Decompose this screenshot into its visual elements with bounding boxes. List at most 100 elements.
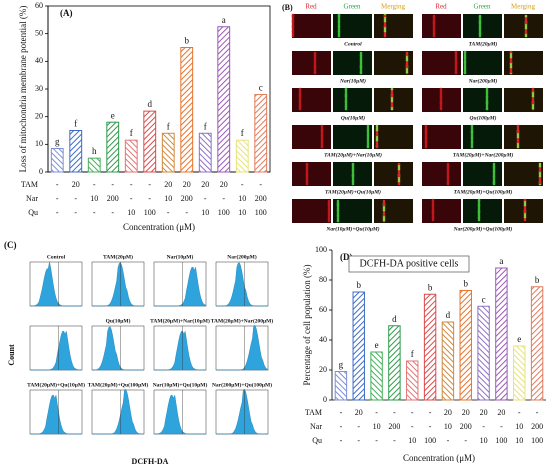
cell — [383, 14, 387, 18]
cell — [390, 90, 394, 94]
micrograph — [374, 125, 413, 149]
cell — [439, 97, 443, 101]
cell — [375, 133, 379, 137]
cell — [446, 174, 450, 178]
micrograph — [333, 88, 372, 112]
cell — [327, 213, 331, 217]
bar — [106, 121, 120, 173]
cell — [382, 208, 386, 212]
cell — [327, 216, 331, 220]
image-caption: Nar(200μM)+Qu(100μM) — [453, 225, 513, 232]
cell — [375, 145, 379, 149]
y-tick-label: 50 — [35, 28, 43, 37]
cell — [291, 27, 295, 31]
cell — [439, 101, 443, 105]
significance-letter: d — [148, 99, 153, 109]
y-tick-label: 10 — [35, 139, 43, 148]
cell — [313, 63, 317, 67]
histogram — [92, 262, 144, 307]
cell — [390, 87, 394, 91]
bar — [180, 47, 194, 173]
bar — [143, 110, 157, 173]
cell — [397, 172, 401, 176]
cell — [454, 63, 458, 67]
bar — [87, 157, 101, 173]
cell — [509, 70, 513, 74]
cell — [432, 34, 436, 38]
cell — [432, 31, 436, 35]
cell — [313, 58, 317, 62]
image-caption: Nar(10μM)+Qu(10μM) — [325, 225, 379, 232]
cell — [405, 61, 409, 65]
cell — [337, 24, 341, 28]
micrograph — [504, 199, 543, 223]
cell — [351, 170, 355, 174]
treatment-value: - — [93, 180, 96, 189]
cell — [431, 215, 435, 219]
histogram — [30, 394, 82, 435]
treatment-value: 100 — [424, 436, 436, 445]
cell — [446, 172, 450, 176]
micrograph — [333, 125, 372, 149]
treatment-label: Qu — [312, 436, 322, 445]
cell — [337, 14, 341, 18]
treatment-value: - — [241, 180, 244, 189]
histogram — [92, 389, 144, 435]
image-caption: Nar(200μM) — [468, 77, 498, 84]
treatment-value: 10 — [444, 422, 452, 431]
treatment-value: - — [148, 194, 151, 203]
cell — [478, 26, 482, 30]
cell — [383, 27, 387, 31]
cell — [327, 199, 331, 203]
cell — [298, 90, 302, 94]
cell — [351, 182, 355, 186]
bar — [124, 139, 138, 173]
y-tick-label: 40 — [35, 56, 43, 65]
cell — [405, 63, 409, 67]
cell — [390, 94, 394, 98]
cell — [463, 68, 467, 72]
cell — [337, 32, 341, 36]
cell — [432, 14, 436, 18]
histogram — [154, 330, 206, 371]
histogram-title: Control — [47, 254, 66, 260]
cell — [337, 29, 341, 33]
histogram-title: Nar(200μM) — [227, 253, 257, 260]
cell — [366, 145, 370, 149]
significance-letter: g — [339, 360, 344, 370]
cell — [509, 58, 513, 62]
cell — [492, 181, 496, 185]
cell — [446, 169, 450, 173]
cell — [477, 206, 481, 210]
bar — [69, 130, 83, 173]
bar — [198, 132, 212, 173]
treatment-value: - — [482, 422, 485, 431]
histogram-title: TAM(20μM)+Nar(200μM) — [211, 317, 274, 324]
cell — [405, 65, 409, 69]
cell — [485, 97, 489, 101]
cell — [470, 135, 474, 139]
cell — [531, 89, 535, 93]
treatment-value: 10 — [480, 436, 488, 445]
treatment-value: 100 — [218, 208, 230, 217]
cell — [337, 22, 341, 26]
cell — [463, 70, 467, 74]
treatment-value: 10 — [238, 194, 246, 203]
cell — [375, 138, 379, 142]
treatment-value: - — [148, 180, 151, 189]
cell — [351, 167, 355, 171]
histogram — [216, 262, 268, 307]
cell — [478, 24, 482, 28]
cell — [305, 182, 309, 186]
channel-label: Merging — [511, 3, 535, 11]
cell — [366, 124, 370, 128]
bar — [235, 139, 249, 173]
cell — [359, 53, 363, 57]
cell — [291, 32, 295, 36]
cell — [336, 216, 340, 220]
cell — [524, 19, 528, 23]
cell — [320, 143, 324, 147]
histogram-title: TAM(20μM) — [103, 253, 133, 260]
micrograph — [504, 162, 543, 186]
micrograph — [422, 14, 461, 38]
